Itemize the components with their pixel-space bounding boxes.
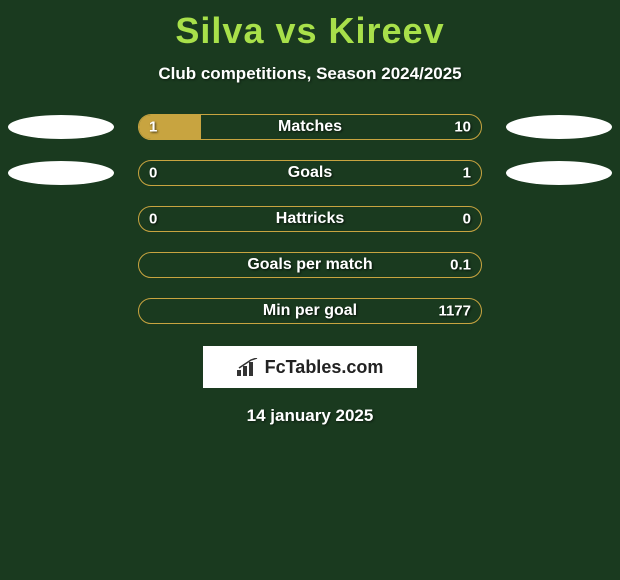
stat-value-right: 1177 [438, 303, 471, 320]
stat-value-left: 1 [149, 119, 157, 136]
stat-value-right: 1 [463, 165, 471, 182]
subtitle: Club competitions, Season 2024/2025 [0, 64, 620, 84]
stat-value-left: 0 [149, 211, 157, 228]
stat-value-right: 0 [463, 211, 471, 228]
stat-bar: 1 10 Matches [138, 114, 482, 140]
watermark-text: FcTables.com [265, 357, 384, 378]
page-title: Silva vs Kireev [0, 0, 620, 52]
stat-label: Goals per match [247, 256, 372, 274]
stat-row: 1 10 Matches [0, 114, 620, 140]
watermark-badge: FcTables.com [203, 346, 417, 388]
comparison-area: 1 10 Matches 0 1 Goals 0 0 Hattricks 0.1 Goals per… [0, 114, 620, 324]
stat-row: 0 1 Goals [0, 160, 620, 186]
date-label: 14 january 2025 [0, 406, 620, 426]
chart-icon [237, 358, 259, 376]
stat-label: Matches [278, 118, 342, 136]
stat-bar: 0 0 Hattricks [138, 206, 482, 232]
stat-bar: 0 1 Goals [138, 160, 482, 186]
stat-row: 0 0 Hattricks [0, 206, 620, 232]
stat-value-right: 0.1 [450, 257, 471, 274]
stat-value-right: 10 [454, 119, 471, 136]
stat-value-left: 0 [149, 165, 157, 182]
stat-label: Min per goal [263, 302, 357, 320]
stat-bar: 1177 Min per goal [138, 298, 482, 324]
stat-row: 1177 Min per goal [0, 298, 620, 324]
stat-label: Goals [288, 164, 332, 182]
stat-bar: 0.1 Goals per match [138, 252, 482, 278]
stat-label: Hattricks [276, 210, 344, 228]
stat-row: 0.1 Goals per match [0, 252, 620, 278]
player-right-oval [506, 161, 612, 185]
player-left-oval [8, 115, 114, 139]
player-left-oval [8, 161, 114, 185]
player-right-oval [506, 115, 612, 139]
